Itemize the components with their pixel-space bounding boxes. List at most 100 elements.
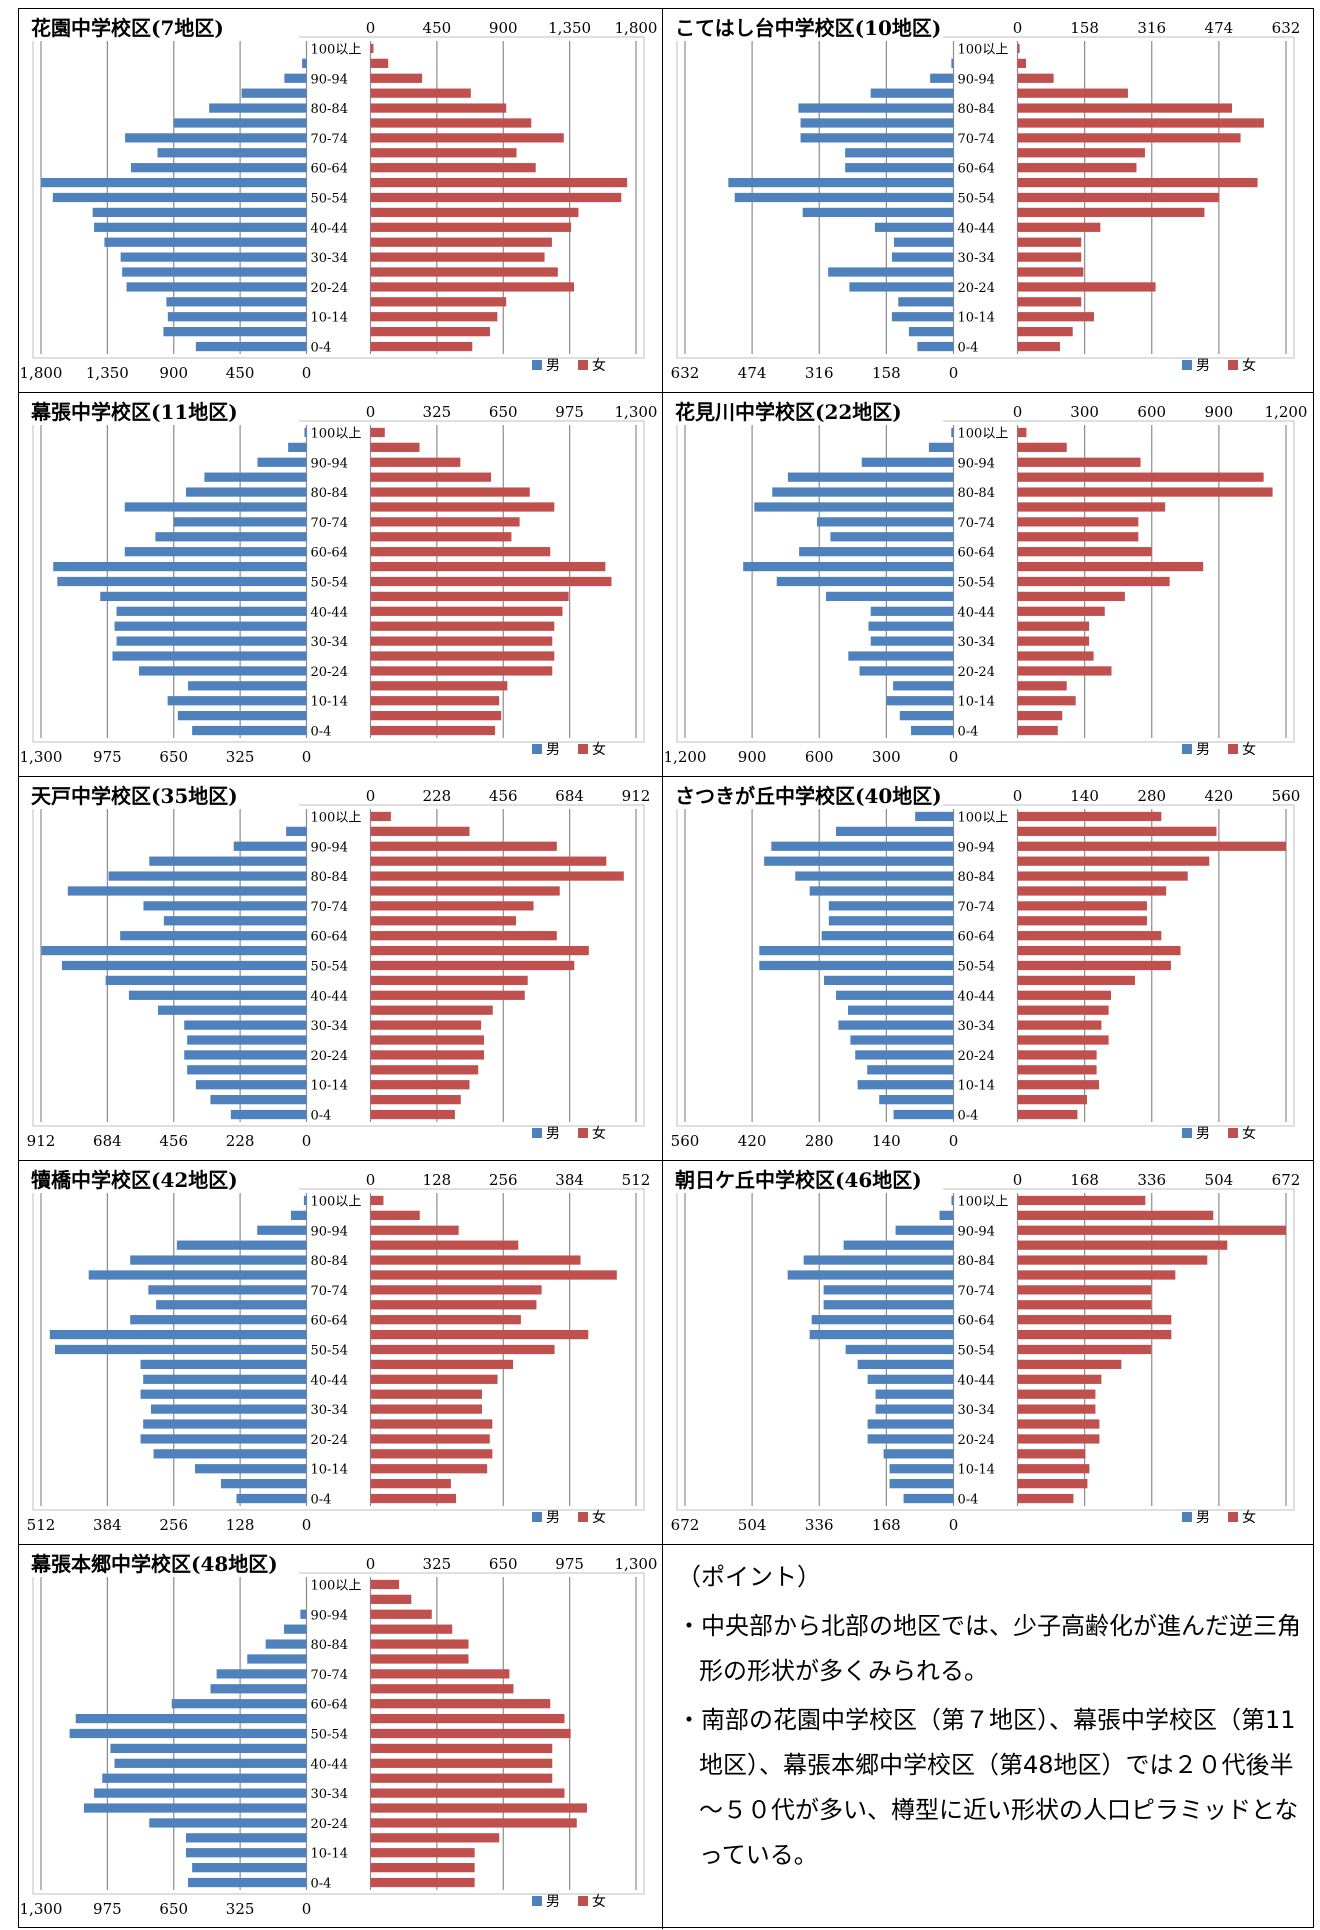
bar-female <box>1017 1095 1088 1105</box>
bar-male <box>210 1095 307 1105</box>
bar-female <box>1017 118 1264 128</box>
bar-female <box>370 696 500 706</box>
age-label: 60-64 <box>958 546 995 561</box>
bar-female <box>1017 1374 1102 1384</box>
age-label: 80-84 <box>311 1638 348 1653</box>
bar-male <box>910 725 954 736</box>
bar-male <box>845 1344 954 1355</box>
axis-tick-bottom: 456 <box>159 1132 188 1150</box>
bar-male <box>899 711 954 721</box>
bar-male <box>116 606 307 616</box>
axis-tick-bottom: 1,200 <box>664 748 707 766</box>
axis-tick-bottom: 1,800 <box>20 364 63 382</box>
plot-frame <box>676 804 1295 1127</box>
axis-tick-top: 256 <box>489 1171 518 1189</box>
bar-female <box>1017 1065 1097 1075</box>
bar-female <box>1017 916 1147 926</box>
age-label: 20-24 <box>311 281 348 296</box>
bar-female <box>370 1773 553 1783</box>
axis-tick-bottom: 450 <box>226 364 255 382</box>
bar-female <box>1017 487 1273 497</box>
legend-label-male: 男 <box>546 742 560 758</box>
bar-female <box>370 472 491 482</box>
bar-female <box>370 725 496 736</box>
bar-female <box>370 1863 475 1873</box>
age-label: 20-24 <box>311 1433 348 1448</box>
bar-female <box>370 975 528 986</box>
bar-female <box>1017 725 1058 736</box>
age-label: 60-64 <box>311 1314 348 1329</box>
bar-female <box>370 1359 514 1370</box>
axis-tick-top: 158 <box>1070 19 1099 37</box>
bar-female <box>1017 457 1141 467</box>
bar-male <box>120 931 307 941</box>
bar-male <box>304 427 307 438</box>
age-label: 100以上 <box>958 810 1009 825</box>
bar-male <box>772 487 954 497</box>
legend-label-female: 女 <box>592 1125 606 1142</box>
age-label: 100以上 <box>311 1194 362 1209</box>
age-label: 0-4 <box>311 1493 332 1508</box>
bar-female <box>1017 517 1139 527</box>
bar-male <box>102 1773 307 1783</box>
age-label: 60-64 <box>958 162 995 177</box>
bar-female <box>370 327 490 337</box>
bar-female <box>1017 856 1210 866</box>
age-label: 90-94 <box>958 456 995 471</box>
age-label: 100以上 <box>958 1194 1009 1209</box>
title-bg <box>29 1549 299 1577</box>
plot-frame <box>32 1188 645 1511</box>
age-label: 100以上 <box>958 42 1009 57</box>
bar-female <box>1017 1329 1172 1340</box>
axis-tick-top: 420 <box>1205 787 1234 805</box>
bar-female <box>370 502 555 512</box>
bar-male <box>802 207 954 218</box>
bar-female <box>370 1579 400 1590</box>
bar-male <box>821 931 954 941</box>
chart-title: 花園中学校区(7地区) <box>31 16 224 40</box>
bar-male <box>828 267 954 277</box>
pyramid-chart-satsukigaoka: 0-4 10-14 20-24 30-34 40-44 50-54 60-64 70-74 80… <box>663 777 1313 1161</box>
bar-female <box>370 826 470 836</box>
bar-male <box>57 576 307 587</box>
age-label: 10-14 <box>311 311 348 326</box>
axis-tick-bottom: 1,300 <box>20 748 63 766</box>
age-label: 90-94 <box>311 1608 348 1623</box>
bar-female <box>370 1818 577 1828</box>
bar-male <box>83 1803 307 1813</box>
bar-female <box>1017 1225 1286 1235</box>
legend-label-male: 男 <box>546 358 560 374</box>
bar-female <box>1017 1300 1152 1310</box>
age-label: 0-4 <box>958 1493 979 1508</box>
bar-male <box>889 1464 954 1474</box>
bar-male <box>52 192 307 203</box>
bar-female <box>1017 502 1166 512</box>
age-label: 30-34 <box>958 1403 995 1418</box>
bar-female <box>370 1464 488 1474</box>
bar-male <box>188 681 307 691</box>
axis-tick-bottom: 474 <box>738 364 767 382</box>
bar-female <box>370 1639 469 1649</box>
bar-male <box>817 517 954 527</box>
bar-male <box>867 1419 954 1429</box>
bar-female <box>370 1374 498 1384</box>
bar-male <box>192 1863 307 1873</box>
bar-male <box>857 1080 954 1090</box>
bar-female <box>1017 192 1220 203</box>
age-label: 90-94 <box>958 1224 995 1239</box>
bar-female <box>1017 621 1090 631</box>
bar-male <box>167 312 307 322</box>
bar-male <box>236 1493 307 1504</box>
legend-label-female: 女 <box>592 1509 606 1526</box>
bar-female <box>1017 88 1128 98</box>
legend-swatch-male <box>532 1512 542 1522</box>
age-label: 40-44 <box>311 989 348 1004</box>
chart-title: 花見川中学校区(22地区) <box>675 400 902 424</box>
legend-swatch-female <box>578 360 588 370</box>
bar-female <box>1017 442 1067 452</box>
age-label: 40-44 <box>311 1757 348 1772</box>
bar-female <box>1017 651 1094 661</box>
bar-female <box>1017 1464 1090 1474</box>
bar-male <box>734 192 954 203</box>
age-label: 80-84 <box>311 1254 348 1269</box>
